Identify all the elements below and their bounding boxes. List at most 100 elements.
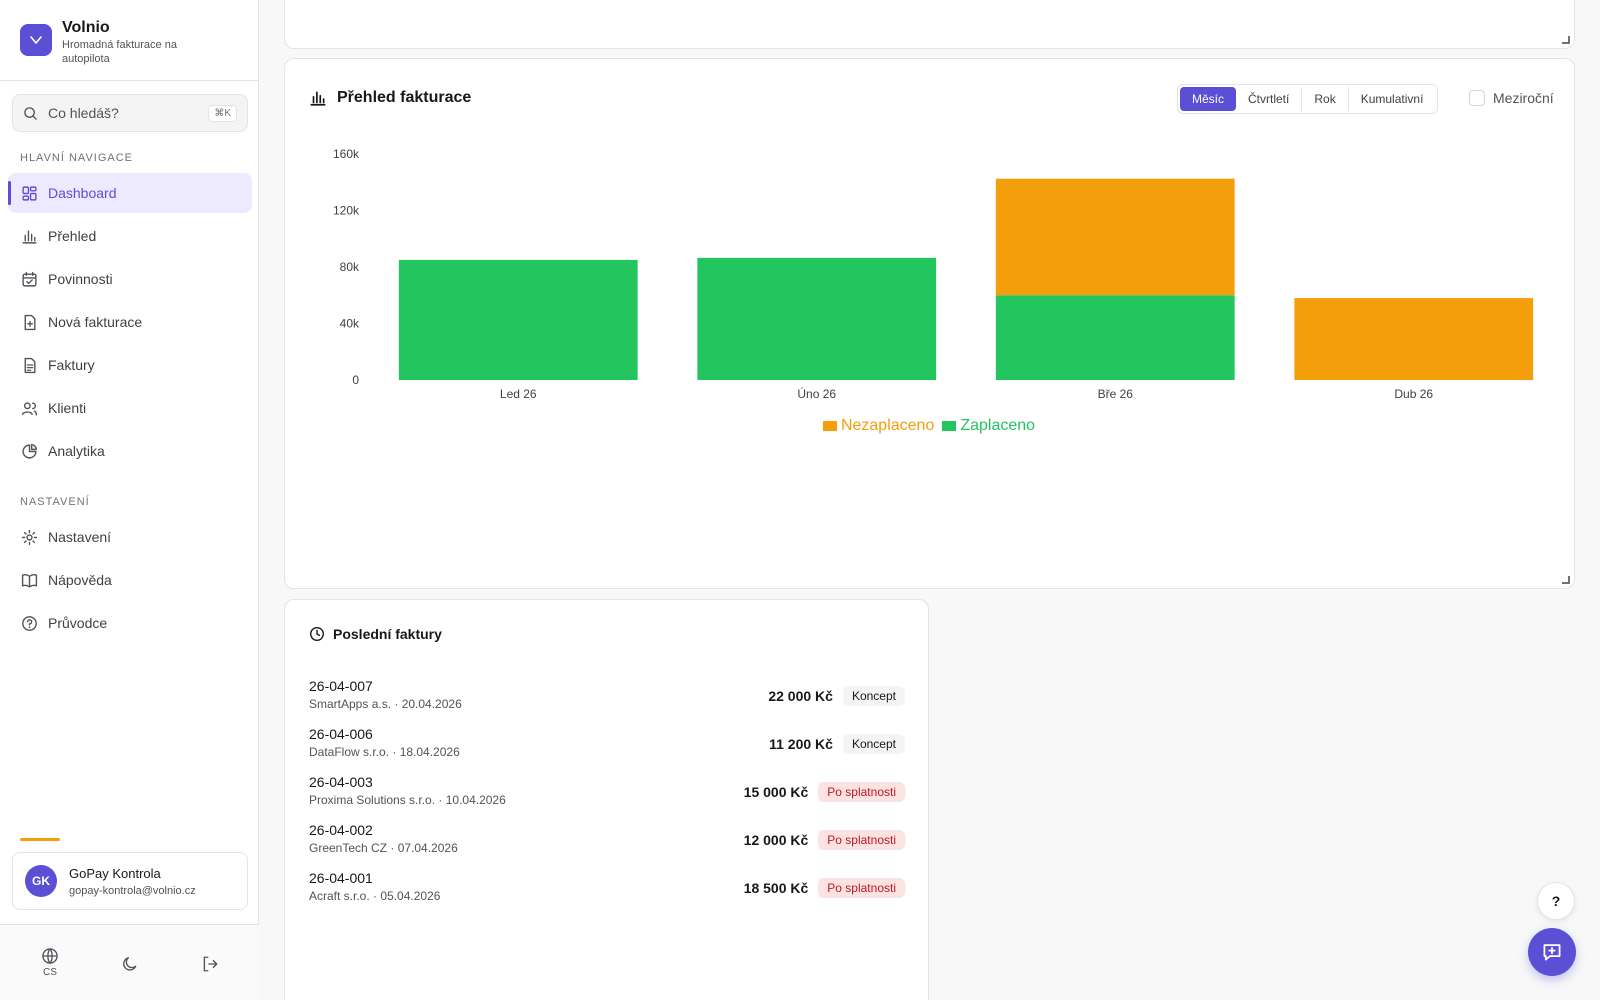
pie-chart-icon — [20, 442, 38, 460]
invoice-number: 26-04-002 — [309, 822, 373, 838]
chat-button[interactable] — [1528, 928, 1576, 976]
sidebar-item-label: Klienti — [48, 400, 87, 416]
status-badge: Po splatnosti — [818, 830, 905, 850]
bar-chart-icon — [20, 227, 38, 245]
language-label: CS — [43, 967, 57, 978]
clock-icon — [309, 626, 325, 642]
x-tick-label: Bře 26 — [1098, 387, 1134, 401]
billing-title-text: Přehled fakturace — [337, 89, 472, 106]
brand[interactable]: Volnio Hromadná fakturace na autopilota — [0, 0, 258, 81]
brand-subtitle: Hromadná fakturace na autopilota — [62, 39, 177, 65]
invoice-meta: Proxima Solutions s.r.o. · 10.04.2026 — [309, 793, 506, 807]
period-month-button[interactable]: Měsíc — [1180, 87, 1237, 111]
period-cumulative-button[interactable]: Kumulativní — [1360, 92, 1424, 106]
resize-handle[interactable] — [1562, 36, 1570, 44]
sidebar-item-klienti[interactable]: Klienti — [8, 388, 252, 428]
bar-chart-icon — [310, 91, 326, 106]
language-button[interactable]: CS — [30, 947, 70, 978]
x-tick-label: Led 26 — [500, 387, 537, 401]
chat-icon — [1543, 944, 1561, 961]
sidebar-item-nova-fakturace[interactable]: Nová fakturace — [8, 302, 252, 342]
list-item[interactable]: 26-04-003 Proxima Solutions s.r.o. · 10.… — [309, 773, 905, 817]
bar-nezaplaceno[interactable] — [995, 178, 1235, 296]
period-quarter-button[interactable]: Čtvrtletí — [1236, 87, 1303, 111]
book-icon — [20, 571, 38, 589]
logout-icon — [203, 956, 218, 972]
list-item[interactable]: 26-04-006 DataFlow s.r.o. · 18.04.2026 1… — [309, 725, 905, 769]
sidebar-item-label: Nová fakturace — [48, 314, 143, 330]
logout-button[interactable] — [190, 955, 230, 973]
y-tick-label: 160k — [333, 147, 360, 161]
y-tick-label: 40k — [340, 317, 360, 331]
invoice-meta: DataFlow s.r.o. · 18.04.2026 — [309, 745, 460, 759]
invoice-meta: GreenTech CZ · 07.04.2026 — [309, 841, 458, 855]
bar-zaplaceno[interactable] — [398, 259, 638, 380]
legend-item-unpaid[interactable]: Nezaplaceno — [822, 417, 935, 435]
sidebar-item-analytika[interactable]: Analytika — [8, 431, 252, 471]
sidebar-item-pruvodce[interactable]: Průvodce — [8, 603, 252, 643]
search-box[interactable]: ⌘K — [12, 94, 248, 132]
search-shortcut: ⌘K — [208, 104, 237, 122]
bar-zaplaceno[interactable] — [697, 257, 937, 380]
bar-nezaplaceno[interactable] — [1294, 298, 1534, 380]
x-tick-label: Úno 26 — [797, 386, 836, 401]
y-tick-label: 0 — [352, 373, 359, 387]
y-tick-label: 80k — [340, 260, 360, 274]
user-name: GoPay Kontrola — [69, 865, 161, 881]
theme-toggle-button[interactable] — [110, 955, 150, 973]
invoice-number: 26-04-003 — [309, 774, 373, 790]
legend-label-paid: Zaplaceno — [960, 417, 1036, 434]
invoice-meta: Acraft s.r.o. · 05.04.2026 — [309, 889, 441, 903]
list-item[interactable]: 26-04-007 SmartApps a.s. · 20.04.2026 22… — [309, 677, 905, 721]
gear-icon — [20, 528, 38, 546]
search-input[interactable] — [48, 105, 188, 121]
legend-swatch-paid — [942, 421, 957, 431]
brand-name: Volnio — [62, 19, 110, 36]
invoice-number: 26-04-006 — [309, 726, 373, 742]
moon-icon — [123, 957, 137, 971]
legend-item-paid[interactable]: Zaplaceno — [942, 417, 1035, 435]
sidebar-item-prehled[interactable]: Přehled — [8, 216, 252, 256]
sidebar-item-nastaveni[interactable]: Nastavení — [8, 517, 252, 557]
period-selector: Měsíc Čtvrtletí Rok Kumulativní — [1177, 84, 1439, 114]
y-tick-label: 120k — [333, 204, 360, 218]
invoice-number: 26-04-001 — [309, 870, 373, 886]
sidebar-item-label: Přehled — [48, 228, 97, 244]
yoy-label: Meziroční — [1493, 90, 1554, 106]
sidebar-item-label: Dashboard — [48, 185, 117, 201]
yoy-toggle[interactable]: Meziroční — [1469, 90, 1554, 106]
sidebar-item-povinnosti[interactable]: Povinnosti — [8, 259, 252, 299]
legend-label-unpaid: Nezaplaceno — [840, 417, 935, 434]
file-plus-icon — [20, 313, 38, 331]
chart-legend: Nezaplaceno Zaplaceno — [285, 417, 1573, 435]
list-item[interactable]: 26-04-002 GreenTech CZ · 07.04.2026 12 0… — [309, 821, 905, 865]
status-badge: Koncept — [842, 686, 905, 706]
help-button[interactable]: ? — [1537, 882, 1575, 920]
yoy-checkbox[interactable] — [1469, 90, 1485, 106]
legend-swatch-unpaid — [822, 421, 837, 431]
invoice-amount: 22 000 Kč — [768, 688, 833, 704]
calendar-check-icon — [20, 270, 38, 288]
sidebar-item-dashboard[interactable]: Dashboard — [8, 173, 252, 213]
file-text-icon — [20, 356, 38, 374]
search-icon — [24, 106, 37, 120]
main-nav-label: HLAVNÍ NAVIGACE — [20, 152, 134, 164]
sidebar-item-faktury[interactable]: Faktury — [8, 345, 252, 385]
sidebar-item-napoveda[interactable]: Nápověda — [8, 560, 252, 600]
avatar: GK — [25, 865, 57, 897]
invoice-number: 26-04-007 — [309, 678, 373, 694]
invoice-amount: 18 500 Kč — [743, 880, 809, 896]
status-badge: Po splatnosti — [818, 878, 905, 898]
bar-zaplaceno[interactable] — [995, 295, 1235, 380]
period-year-button[interactable]: Rok — [1302, 87, 1349, 111]
resize-handle[interactable] — [1562, 576, 1570, 584]
billing-chart: 0 40k 80k 120k 160k Led 26 Úno 26 Bře 26 Dub 26 — [333, 147, 1534, 401]
user-card[interactable]: GK GoPay Kontrola gopay-kontrola@volnio.… — [12, 852, 248, 910]
dashboard-icon — [20, 184, 38, 202]
sidebar-item-label: Nápověda — [48, 572, 112, 588]
list-item[interactable]: 26-04-001 Acraft s.r.o. · 05.04.2026 18 … — [309, 869, 905, 913]
help-circle-icon — [20, 614, 38, 632]
sidebar-footer: CS — [0, 924, 259, 1000]
v-logo-icon — [20, 24, 52, 56]
sidebar-item-label: Analytika — [48, 443, 105, 459]
